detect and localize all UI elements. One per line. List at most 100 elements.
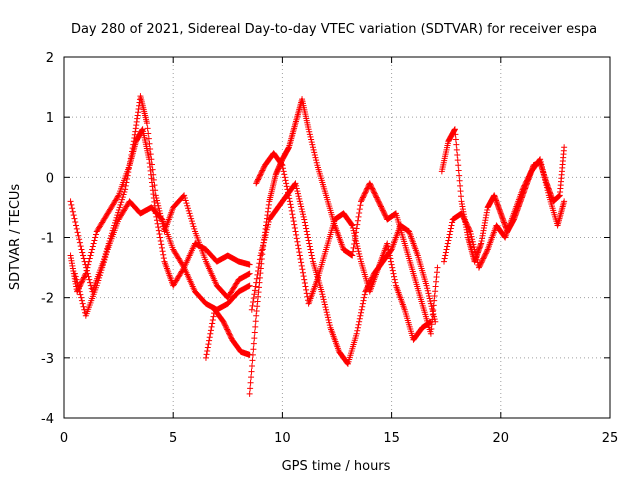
data-point-track-e: [367, 181, 374, 188]
data-point-track-e: [247, 385, 254, 392]
data-point-track-e: [349, 252, 356, 259]
data-point-track-e: [311, 151, 318, 158]
data-point-track-e: [252, 323, 259, 330]
data-point-track-g: [284, 186, 291, 193]
data-point-track-i: [460, 215, 467, 222]
data-point-track-b: [84, 270, 91, 277]
data-point-track-g: [278, 161, 285, 168]
data-point-track-h: [454, 157, 461, 164]
data-point-track-e: [371, 190, 378, 197]
data-point-track-c: [96, 274, 103, 281]
data-point-track-g: [351, 232, 358, 239]
data-point-track-c: [99, 264, 106, 271]
data-point-track-d: [224, 326, 231, 333]
data-point-track-e: [361, 191, 368, 198]
data-point-track-d: [207, 330, 214, 337]
data-point-track-a: [155, 224, 162, 231]
data-point-track-e: [366, 180, 373, 187]
data-point-track-f: [361, 291, 368, 298]
data-point-track-b: [115, 206, 122, 213]
data-point-track-b: [117, 201, 124, 208]
data-point-track-d: [226, 330, 233, 337]
data-point-track-f: [356, 318, 363, 325]
data-point-track-h: [457, 188, 464, 195]
data-point-track-i: [467, 228, 474, 235]
data-point-track-b: [79, 249, 86, 256]
data-point-track-g: [260, 164, 267, 171]
data-point-track-c: [94, 280, 101, 287]
data-point-track-e: [313, 157, 320, 164]
data-point-track-e: [360, 193, 367, 200]
data-point-track-i: [447, 225, 454, 232]
data-point-track-f: [424, 287, 431, 294]
data-point-track-i: [459, 213, 466, 220]
data-point-track-g: [253, 179, 260, 186]
data-point-track-i: [537, 158, 544, 165]
data-point-track-a: [91, 237, 98, 244]
data-point-track-g: [357, 255, 364, 262]
data-point-track-c: [78, 297, 85, 304]
data-point-track-f: [257, 252, 264, 259]
data-point-track-g: [286, 195, 293, 202]
data-point-track-i: [449, 219, 456, 226]
data-point-track-c: [73, 276, 80, 283]
data-point-track-a: [157, 237, 164, 244]
data-point-track-b: [76, 236, 83, 243]
data-point-track-b: [116, 204, 123, 211]
data-point-track-i: [482, 250, 489, 257]
x-tick-label: 25: [602, 431, 619, 446]
data-point-track-b: [130, 141, 137, 148]
data-point-track-d: [203, 351, 210, 358]
data-point-track-e: [350, 244, 357, 251]
data-point-track-e: [311, 149, 318, 156]
data-point-track-f: [425, 290, 432, 297]
data-point-track-f: [256, 260, 263, 267]
data-point-track-f: [296, 195, 303, 202]
data-point-track-d: [205, 341, 212, 348]
data-point-track-c: [100, 262, 106, 269]
data-point-track-e: [358, 197, 365, 204]
data-point-track-i: [466, 227, 473, 234]
data-point-track-d: [204, 344, 211, 351]
data-point-track-a: [92, 231, 99, 238]
data-point-track-c: [180, 263, 187, 270]
data-point-track-g: [260, 166, 267, 173]
data-point-track-f: [323, 306, 330, 313]
data-point-track-f: [301, 216, 308, 223]
data-point-track-i: [524, 176, 531, 183]
data-point-track-g: [288, 207, 295, 214]
data-point-track-d: [204, 347, 211, 354]
data-point-track-b: [153, 197, 160, 204]
data-point-track-i: [543, 184, 550, 191]
data-point-track-b: [125, 165, 132, 172]
data-point-track-i: [442, 252, 449, 259]
data-point-track-c: [71, 270, 78, 277]
data-point-track-g: [303, 290, 310, 297]
data-point-track-g: [349, 225, 356, 232]
data-point-track-h: [451, 126, 458, 133]
data-point-track-i: [480, 254, 487, 261]
data-point-track-g: [257, 171, 264, 178]
data-point-track-b: [75, 232, 82, 239]
data-point-track-f: [299, 208, 306, 215]
data-point-track-g: [353, 237, 360, 244]
data-point-track-d: [209, 317, 216, 324]
data-point-track-d: [223, 325, 230, 332]
data-point-track-b: [145, 130, 152, 137]
data-point-track-e: [381, 210, 388, 217]
data-point-track-i: [464, 223, 471, 230]
data-point-track-g: [299, 269, 306, 276]
data-point-track-f: [424, 285, 431, 292]
data-point-track-i: [474, 256, 481, 263]
data-point-track-b: [127, 155, 134, 162]
data-point-track-f: [293, 182, 300, 189]
x-tick-label: 0: [60, 431, 68, 446]
y-tick-label: -1: [41, 232, 54, 247]
data-point-track-g: [427, 318, 434, 325]
data-point-track-e: [370, 188, 377, 195]
data-point-track-b: [185, 205, 192, 212]
data-point-track-b: [122, 186, 129, 193]
data-point-track-g: [392, 279, 399, 286]
data-point-track-e: [354, 217, 361, 224]
